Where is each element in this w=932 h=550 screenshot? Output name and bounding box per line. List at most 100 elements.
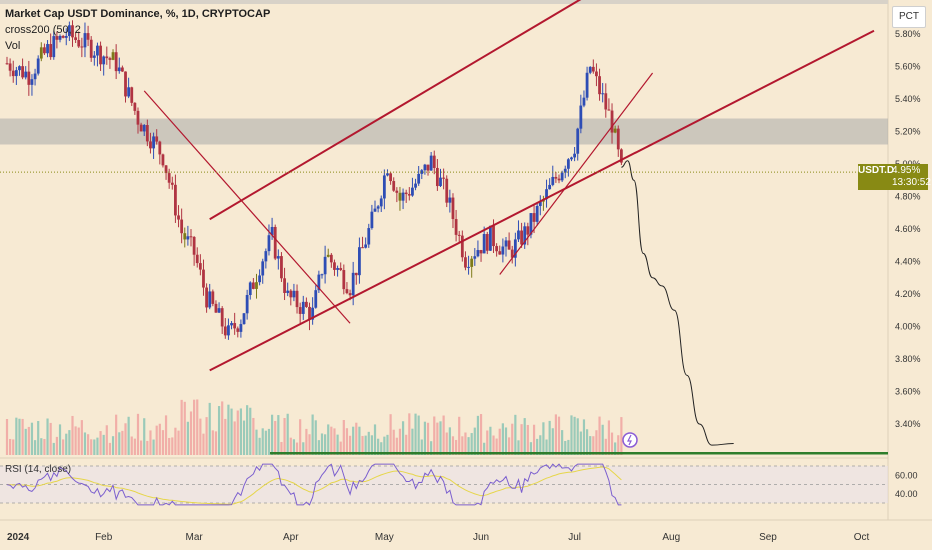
volume-bar xyxy=(398,428,402,455)
volume-bar xyxy=(445,432,448,455)
candle-body xyxy=(473,256,477,259)
scale-mode-button[interactable]: PCT xyxy=(892,6,926,28)
candle-body xyxy=(46,44,49,54)
y-tick-label: 5.20% xyxy=(895,127,921,137)
volume-bar xyxy=(395,437,398,455)
candle-body xyxy=(579,105,583,129)
candle-body xyxy=(529,213,533,235)
volume-bar xyxy=(80,420,83,455)
volume-bar xyxy=(30,422,34,455)
volume-bar xyxy=(52,442,55,455)
candle-body xyxy=(479,250,483,254)
volume-bar xyxy=(236,410,239,455)
volume-bar xyxy=(617,435,620,455)
candle-body xyxy=(510,249,514,258)
candle-body xyxy=(329,254,333,263)
volume-bars xyxy=(5,399,623,455)
candle-body xyxy=(370,211,374,229)
volume-bar xyxy=(554,414,557,455)
volume-bar xyxy=(430,441,433,455)
volume-bar xyxy=(592,436,595,455)
candle-body xyxy=(198,263,202,270)
y-tick-label: 4.40% xyxy=(895,257,921,267)
candle-body xyxy=(613,128,617,133)
support-zone xyxy=(0,118,888,145)
candle-body xyxy=(576,128,580,154)
candle-body xyxy=(145,125,149,142)
candle-body xyxy=(276,256,280,259)
candle-body xyxy=(386,173,389,176)
volume-bar xyxy=(317,440,320,455)
x-tick-label: 2024 xyxy=(7,532,30,543)
candle-body xyxy=(566,159,570,169)
volume-bar xyxy=(495,438,498,455)
volume-bar xyxy=(579,431,582,455)
candle-body xyxy=(398,192,402,201)
candle-body xyxy=(14,70,18,77)
candle-body xyxy=(264,251,268,262)
candle-body xyxy=(376,206,380,209)
volume-bar xyxy=(358,426,361,455)
volume-bar xyxy=(111,436,115,455)
candle-body xyxy=(604,93,608,110)
candle-body xyxy=(361,247,364,249)
volume-bar xyxy=(610,432,614,455)
volume-bar xyxy=(258,437,261,455)
volume-bar xyxy=(183,401,186,455)
x-tick-label: Mar xyxy=(186,532,204,543)
top-bar xyxy=(0,0,888,4)
volume-bar xyxy=(96,437,99,455)
volume-bar xyxy=(15,417,18,455)
y-tick-label: 5.80% xyxy=(895,29,921,39)
candle-body xyxy=(351,272,355,296)
volume-bar xyxy=(423,421,427,455)
candle-body xyxy=(142,125,146,132)
volume-bar xyxy=(567,439,570,455)
candle-body xyxy=(560,172,564,181)
candle-body xyxy=(236,328,240,332)
candle-body xyxy=(139,124,143,132)
volume-bar xyxy=(420,439,423,455)
candle-body xyxy=(80,46,84,48)
candle-body xyxy=(71,25,74,38)
candle-body xyxy=(538,201,542,207)
candle-body xyxy=(61,35,65,38)
candle-body xyxy=(211,291,215,304)
volume-bar xyxy=(342,419,345,455)
candle-body xyxy=(89,39,93,58)
y-tick-label: 3.80% xyxy=(895,354,921,364)
volume-bar xyxy=(439,421,442,455)
volume-bar xyxy=(71,415,74,455)
candle-body xyxy=(439,177,442,187)
candle-body xyxy=(563,168,567,173)
volume-bar xyxy=(168,437,171,455)
candle-body xyxy=(601,93,605,95)
volume-bar xyxy=(561,430,564,455)
volume-bar xyxy=(267,428,271,455)
candle-body xyxy=(186,236,190,240)
candle-body xyxy=(616,128,620,150)
candle-body xyxy=(389,173,393,182)
volume-bar xyxy=(451,436,455,455)
candle-body xyxy=(588,66,592,73)
candle-body xyxy=(304,301,308,307)
volume-bar xyxy=(327,424,330,455)
volume-bar xyxy=(557,416,561,455)
candle-body xyxy=(217,308,221,313)
candle-body xyxy=(127,87,131,97)
candle-body xyxy=(311,307,315,320)
candle-body xyxy=(292,290,296,298)
candle-body xyxy=(161,154,165,166)
candle-body xyxy=(189,236,193,238)
volume-bar xyxy=(130,436,133,455)
candle-body xyxy=(49,44,53,58)
volume-bar xyxy=(27,426,30,455)
candle-body xyxy=(364,244,368,248)
volume-bar xyxy=(152,439,155,455)
candle-body xyxy=(270,226,274,236)
candle-body xyxy=(451,197,455,220)
volume-bar xyxy=(49,422,52,455)
candle-body xyxy=(39,47,43,59)
volume-bar xyxy=(74,426,77,455)
volume-bar xyxy=(242,420,246,455)
